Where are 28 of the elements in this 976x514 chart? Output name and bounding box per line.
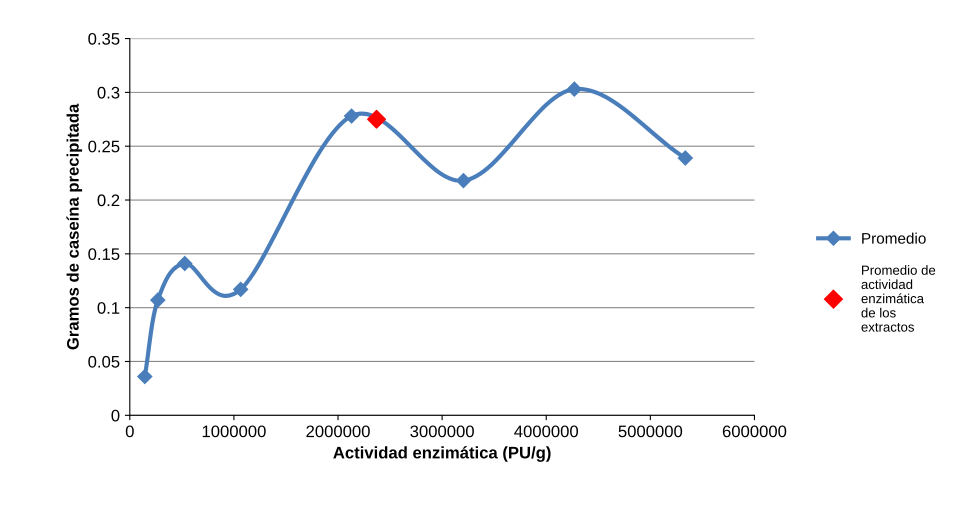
y-tick-label: 0.15 (88, 248, 120, 260)
point (177, 256, 192, 272)
y-tick-label: 0.35 (88, 32, 120, 45)
x-tick-label: 5000000 (618, 425, 682, 438)
point (456, 173, 472, 188)
x-tick-label: 3000000 (410, 425, 474, 438)
x-tick-label: 0 (126, 425, 134, 438)
point (233, 282, 248, 297)
y-axis-title: Gramos de caseína precipitada (66, 104, 82, 350)
y-tick-label: 0.1 (98, 302, 120, 314)
y-tick-label: 0.3 (98, 86, 120, 99)
x-tick-label: 6000000 (722, 425, 786, 438)
y-tick-label: 0.25 (88, 140, 120, 152)
point (367, 110, 386, 129)
point (137, 368, 152, 384)
y-tick-label: 0.05 (88, 356, 120, 368)
y-tick-label: 0 (111, 410, 120, 422)
x-tick-label: 2000000 (306, 425, 370, 438)
x-tick-label: 4000000 (514, 425, 578, 438)
point (150, 292, 166, 308)
y-tick-label: 0.2 (98, 194, 120, 206)
x-axis-title: Actividad enzimática (PU/g) (333, 446, 551, 462)
point (566, 82, 582, 97)
point (344, 108, 360, 124)
point (678, 150, 693, 166)
legend-label: Promedio (862, 232, 926, 244)
x-tick-label: 1000000 (202, 425, 266, 438)
legend-label: Promedio de actividad enzimática de los extractos (862, 265, 936, 332)
